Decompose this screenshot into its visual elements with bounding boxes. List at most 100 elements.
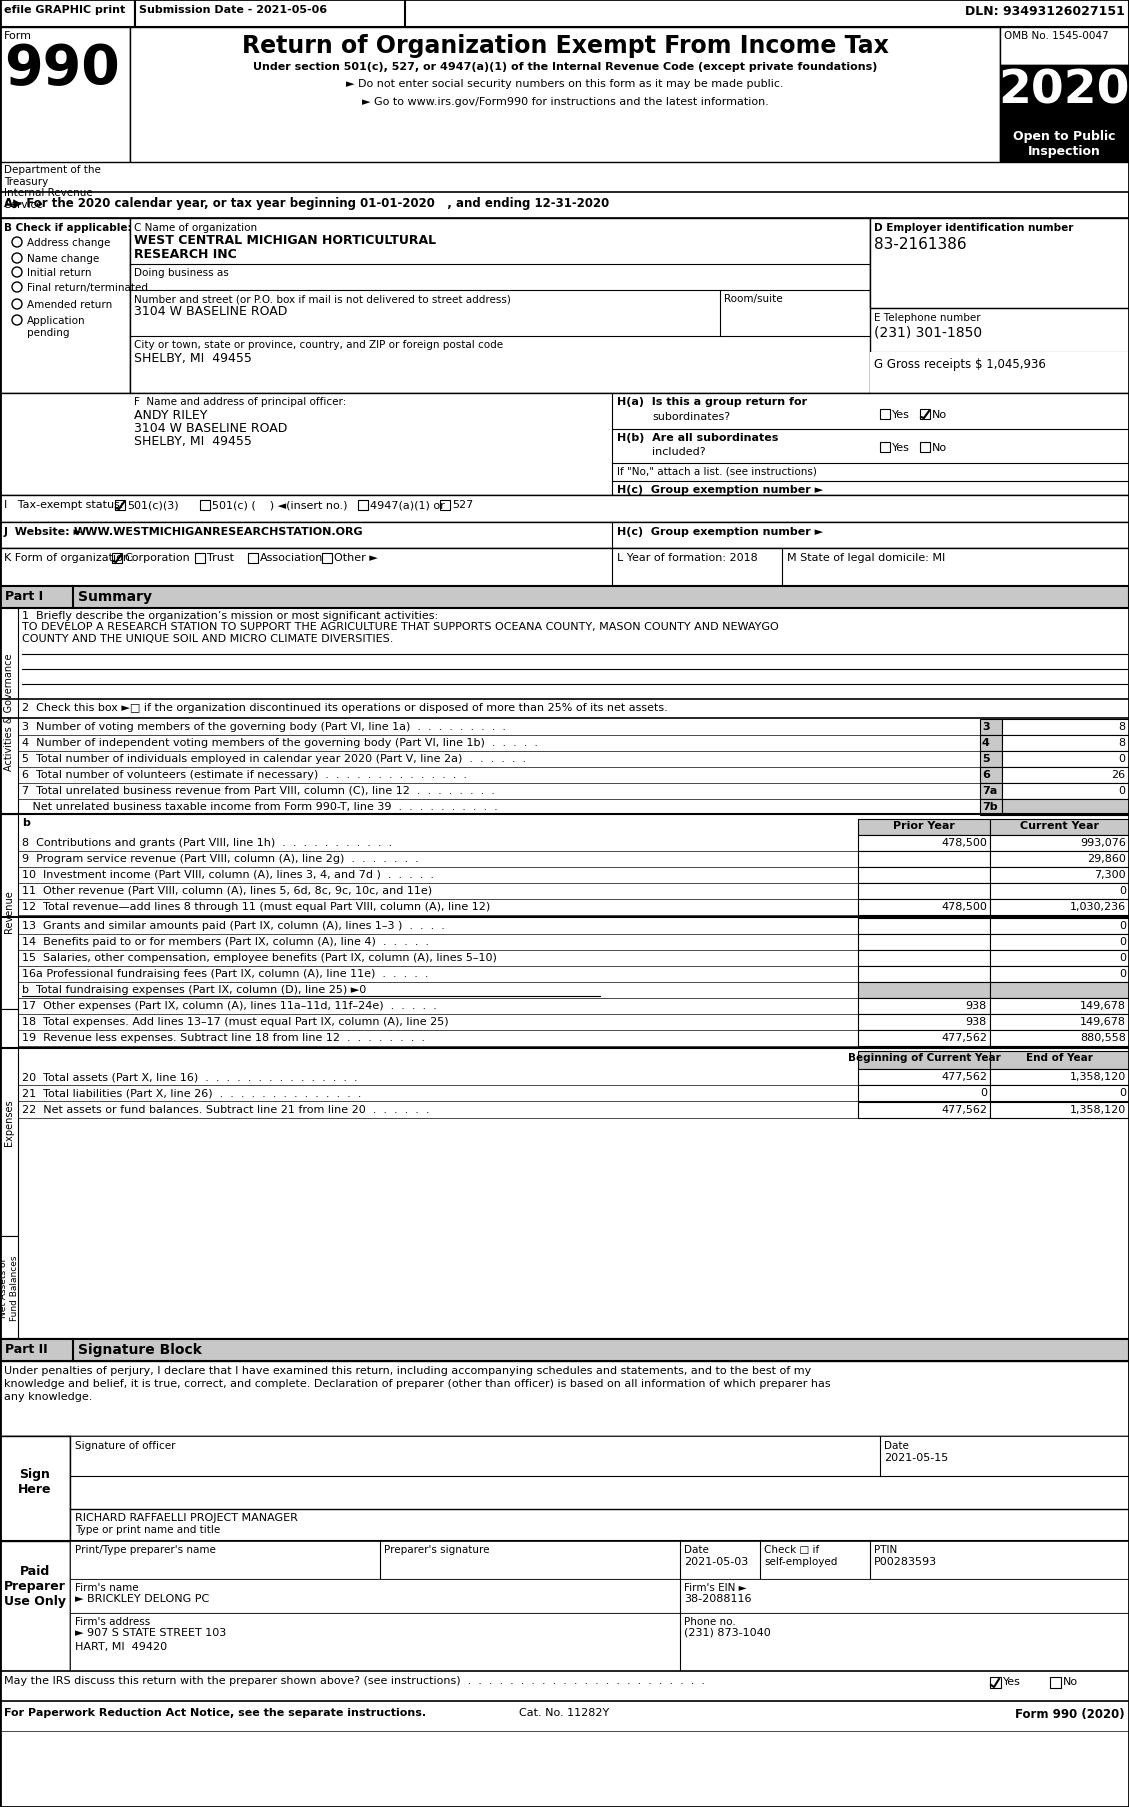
Text: 478,500: 478,500 xyxy=(942,902,987,911)
Text: 4: 4 xyxy=(982,737,990,748)
Text: Cat. No. 11282Y: Cat. No. 11282Y xyxy=(519,1708,610,1717)
Text: F  Name and address of principal officer:: F Name and address of principal officer: xyxy=(134,398,347,407)
Bar xyxy=(920,443,930,454)
Text: Preparer's signature: Preparer's signature xyxy=(384,1545,490,1554)
Text: M State of legal domicile: MI: M State of legal domicile: MI xyxy=(787,553,945,562)
Bar xyxy=(858,1102,990,1119)
Text: 7b: 7b xyxy=(982,802,998,811)
Text: 8  Contributions and grants (Part VIII, line 1h)  .  .  .  .  .  .  .  .  .  .  : 8 Contributions and grants (Part VIII, l… xyxy=(21,837,392,847)
Bar xyxy=(0,495,1129,522)
Bar xyxy=(1003,735,1129,752)
Text: 38-2088116: 38-2088116 xyxy=(684,1594,752,1603)
Text: 6: 6 xyxy=(982,770,990,779)
Text: Sign
Here: Sign Here xyxy=(18,1467,52,1494)
Text: TO DEVELOP A RESEARCH STATION TO SUPPORT THE AGRICULTURE THAT SUPPORTS OCEANA CO: TO DEVELOP A RESEARCH STATION TO SUPPORT… xyxy=(21,622,779,632)
Text: Department of the
Treasury
Internal Revenue
Service: Department of the Treasury Internal Reve… xyxy=(5,164,100,210)
Bar xyxy=(1000,67,1129,126)
Text: 8: 8 xyxy=(1118,721,1124,732)
Bar xyxy=(858,884,990,900)
Text: Under section 501(c), 527, or 4947(a)(1) of the Internal Revenue Code (except pr: Under section 501(c), 527, or 4947(a)(1)… xyxy=(253,61,877,72)
Text: 6  Total number of volunteers (estimate if necessary)  .  .  .  .  .  .  .  .  .: 6 Total number of volunteers (estimate i… xyxy=(21,770,467,779)
Text: subordinates?: subordinates? xyxy=(653,412,730,421)
Text: 478,500: 478,500 xyxy=(942,837,987,847)
Bar xyxy=(990,884,1129,900)
Bar xyxy=(0,1700,1129,1731)
Bar xyxy=(980,799,1003,815)
Bar xyxy=(858,867,990,884)
Bar xyxy=(0,522,1129,549)
Text: 0: 0 xyxy=(1119,1088,1126,1097)
Text: Initial return: Initial return xyxy=(27,267,91,278)
Text: 0: 0 xyxy=(1119,969,1126,978)
Text: 993,076: 993,076 xyxy=(1080,837,1126,847)
Text: (231) 301-1850: (231) 301-1850 xyxy=(874,325,982,340)
Text: 1,030,236: 1,030,236 xyxy=(1070,902,1126,911)
Bar xyxy=(858,820,990,835)
Bar xyxy=(990,1677,1001,1688)
Text: 990: 990 xyxy=(5,42,120,96)
Text: 2020: 2020 xyxy=(998,69,1129,112)
Text: RICHARD RAFFAELLI PROJECT MANAGER: RICHARD RAFFAELLI PROJECT MANAGER xyxy=(75,1512,298,1521)
Text: Trust: Trust xyxy=(207,553,234,562)
Bar xyxy=(70,1579,1129,1614)
Bar xyxy=(980,752,1003,768)
Bar xyxy=(1000,126,1129,163)
Bar xyxy=(0,1671,1129,1700)
Text: 4947(a)(1) or: 4947(a)(1) or xyxy=(370,501,445,510)
Bar xyxy=(990,1070,1129,1086)
Bar xyxy=(858,934,990,950)
Text: Final return/terminated: Final return/terminated xyxy=(27,284,148,293)
Bar xyxy=(879,410,890,419)
Bar xyxy=(858,918,990,934)
Text: Doing business as: Doing business as xyxy=(134,267,229,278)
Bar xyxy=(1003,768,1129,784)
Text: 149,678: 149,678 xyxy=(1080,1016,1126,1026)
Text: 0: 0 xyxy=(1119,952,1126,963)
Text: 3104 W BASELINE ROAD: 3104 W BASELINE ROAD xyxy=(134,421,288,435)
Text: Firm's name: Firm's name xyxy=(75,1583,139,1592)
Text: 18  Total expenses. Add lines 13–17 (must equal Part IX, column (A), line 25): 18 Total expenses. Add lines 13–17 (must… xyxy=(21,1016,448,1026)
Text: 4  Number of independent voting members of the governing body (Part VI, line 1b): 4 Number of independent voting members o… xyxy=(21,737,539,748)
Bar xyxy=(70,1541,1129,1579)
Text: If "No," attach a list. (see instructions): If "No," attach a list. (see instruction… xyxy=(618,466,817,477)
Bar xyxy=(0,1541,70,1671)
Bar xyxy=(990,1102,1129,1119)
Text: 1,358,120: 1,358,120 xyxy=(1070,1072,1126,1081)
Text: efile GRAPHIC print: efile GRAPHIC print xyxy=(5,5,125,14)
Text: 3104 W BASELINE ROAD: 3104 W BASELINE ROAD xyxy=(134,305,288,318)
Text: No: No xyxy=(1064,1677,1078,1686)
Text: DLN: 93493126027151: DLN: 93493126027151 xyxy=(965,5,1124,18)
Bar xyxy=(990,967,1129,983)
Text: 8: 8 xyxy=(1118,737,1124,748)
Bar xyxy=(990,1086,1129,1102)
Bar xyxy=(858,950,990,967)
Text: 1,358,120: 1,358,120 xyxy=(1070,1104,1126,1115)
Bar xyxy=(990,1014,1129,1030)
Text: Signature Block: Signature Block xyxy=(78,1343,202,1357)
Text: L Year of formation: 2018: L Year of formation: 2018 xyxy=(618,553,758,562)
Text: knowledge and belief, it is true, correct, and complete. Declaration of preparer: knowledge and belief, it is true, correc… xyxy=(5,1379,831,1388)
Text: OMB No. 1545-0047: OMB No. 1545-0047 xyxy=(1004,31,1109,42)
Bar xyxy=(0,193,1129,219)
Text: 938: 938 xyxy=(965,1001,987,1010)
Bar xyxy=(195,553,205,564)
Text: 83-2161386: 83-2161386 xyxy=(874,237,966,251)
Text: 1  Briefly describe the organization’s mission or most significant activities:: 1 Briefly describe the organization’s mi… xyxy=(21,611,438,620)
Bar xyxy=(130,219,870,394)
Text: SHELBY, MI  49455: SHELBY, MI 49455 xyxy=(134,435,252,448)
Text: WEST CENTRAL MICHIGAN HORTICULTURAL: WEST CENTRAL MICHIGAN HORTICULTURAL xyxy=(134,233,436,248)
Text: 938: 938 xyxy=(965,1016,987,1026)
Text: SHELBY, MI  49455: SHELBY, MI 49455 xyxy=(134,352,252,365)
Bar xyxy=(0,394,1129,495)
Text: No: No xyxy=(933,443,947,454)
Text: ► 907 S STATE STREET 103: ► 907 S STATE STREET 103 xyxy=(75,1626,226,1637)
Text: 16a Professional fundraising fees (Part IX, column (A), line 11e)  .  .  .  .  .: 16a Professional fundraising fees (Part … xyxy=(21,969,429,978)
Text: Beginning of Current Year: Beginning of Current Year xyxy=(848,1052,1000,1063)
Text: Part II: Part II xyxy=(5,1343,47,1355)
Text: 149,678: 149,678 xyxy=(1080,1001,1126,1010)
Text: Check □ if
self-employed: Check □ if self-employed xyxy=(764,1545,838,1565)
Text: b: b xyxy=(21,817,29,828)
Text: B Check if applicable:: B Check if applicable: xyxy=(5,222,132,233)
Bar xyxy=(0,1010,18,1236)
Bar xyxy=(0,219,130,394)
